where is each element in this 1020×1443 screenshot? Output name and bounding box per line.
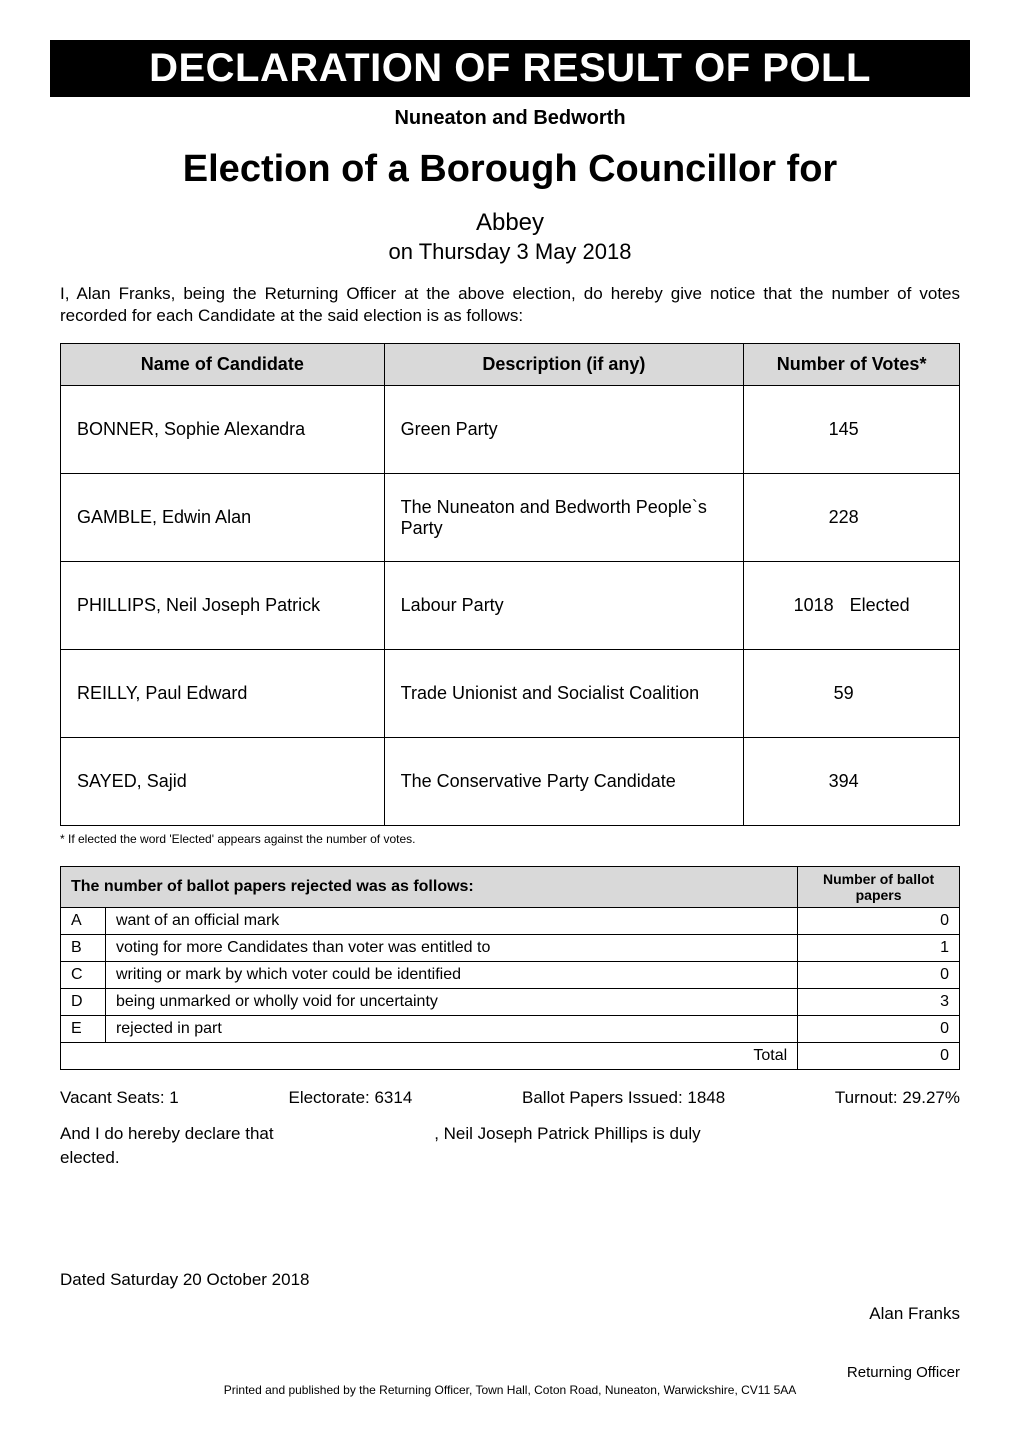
candidate-name: PHILLIPS, Neil Joseph Patrick [61,562,385,650]
vacant-seats: Vacant Seats: 1 [60,1088,179,1108]
officer-name: Alan Franks [60,1304,960,1324]
table-row: A want of an official mark 0 [61,908,960,935]
elected-marker: Elected [850,595,910,616]
declare-prefix: And I do hereby declare that [60,1124,274,1143]
vote-number: 394 [829,771,859,792]
col-description: Description (if any) [384,344,744,386]
candidate-votes: 1018 Elected [744,562,960,650]
reject-letter: C [61,962,106,989]
election-heading: Election of a Borough Councillor for [60,148,960,191]
banner-title: DECLARATION OF RESULT OF POLL [70,46,950,91]
candidate-description: Trade Unionist and Socialist Coalition [384,650,744,738]
col-desc-text: Description (if any) [482,354,645,374]
region-name: Nuneaton and Bedworth [60,107,960,130]
candidate-name: SAYED, Sajid [61,738,385,826]
table-header-row: Name of Candidate Description (if any) N… [61,344,960,386]
table-row: REILLY, Paul Edward Trade Unionist and S… [61,650,960,738]
rejected-count-heading: Number of ballot papers [798,867,960,908]
table-row: D being unmarked or wholly void for unce… [61,989,960,1016]
reject-letter: E [61,1016,106,1043]
reject-count: 0 [798,962,960,989]
title-banner: DECLARATION OF RESULT OF POLL [50,40,970,97]
elected-footnote: * If elected the word 'Elected' appears … [60,832,960,846]
candidate-votes: 228 [744,474,960,562]
table-row: E rejected in part 0 [61,1016,960,1043]
ward-name: Abbey [60,209,960,237]
total-row: Total 0 [61,1043,960,1070]
footer: Returning Officer Printed and published … [60,1364,960,1397]
candidate-votes: 145 [744,386,960,474]
election-date: on Thursday 3 May 2018 [60,239,960,265]
col-name: Name of Candidate [61,344,385,386]
vote-number: 145 [829,419,859,440]
col-name-text: Name of Candidate [141,354,304,374]
candidates-table: Name of Candidate Description (if any) N… [60,343,960,826]
intro-paragraph: I, Alan Franks, being the Returning Offi… [60,283,960,327]
reject-count: 1 [798,935,960,962]
reject-letter: A [61,908,106,935]
vote-number: 228 [829,507,859,528]
declaration-text: And I do hereby declare that , Neil Jose… [60,1122,960,1170]
candidate-name: REILLY, Paul Edward [61,650,385,738]
ballot-papers-issued: Ballot Papers Issued: 1848 [522,1088,725,1108]
candidate-name: BONNER, Sophie Alexandra [61,386,385,474]
col-votes: Number of Votes* [744,344,960,386]
table-row: BONNER, Sophie Alexandra Green Party 145 [61,386,960,474]
rejected-table: The number of ballot papers rejected was… [60,866,960,1070]
reject-reason: rejected in part [105,1016,797,1043]
candidate-description: The Nuneaton and Bedworth People`s Party [384,474,744,562]
reject-reason: want of an official mark [105,908,797,935]
reject-reason: voting for more Candidates than voter wa… [105,935,797,962]
reject-reason: being unmarked or wholly void for uncert… [105,989,797,1016]
print-line: Printed and published by the Returning O… [60,1383,960,1397]
col-votes-text: Number of Votes* [777,354,927,374]
returning-officer-label: Returning Officer [60,1364,960,1381]
candidate-name: GAMBLE, Edwin Alan [61,474,385,562]
table-row: C writing or mark by which voter could b… [61,962,960,989]
total-label: Total [61,1043,798,1070]
rejected-heading: The number of ballot papers rejected was… [61,867,798,908]
reject-count: 3 [798,989,960,1016]
declare-suffix: elected. [60,1148,120,1167]
candidate-votes: 59 [744,650,960,738]
candidate-description: Green Party [384,386,744,474]
declare-winner: , Neil Joseph Patrick Phillips is duly [434,1124,700,1143]
dated-line: Dated Saturday 20 October 2018 [60,1270,960,1290]
table-row: PHILLIPS, Neil Joseph Patrick Labour Par… [61,562,960,650]
candidate-description: The Conservative Party Candidate [384,738,744,826]
summary-row: Vacant Seats: 1 Electorate: 6314 Ballot … [60,1088,960,1108]
reject-count: 0 [798,908,960,935]
table-row: B voting for more Candidates than voter … [61,935,960,962]
reject-letter: D [61,989,106,1016]
electorate: Electorate: 6314 [288,1088,412,1108]
candidate-votes: 394 [744,738,960,826]
total-value: 0 [798,1043,960,1070]
vote-number: 1018 [794,595,834,616]
reject-count: 0 [798,1016,960,1043]
reject-reason: writing or mark by which voter could be … [105,962,797,989]
vote-number: 59 [834,683,854,704]
table-row: SAYED, Sajid The Conservative Party Cand… [61,738,960,826]
reject-letter: B [61,935,106,962]
turnout: Turnout: 29.27% [835,1088,960,1108]
rejected-header-row: The number of ballot papers rejected was… [61,867,960,908]
table-row: GAMBLE, Edwin Alan The Nuneaton and Bedw… [61,474,960,562]
candidate-description: Labour Party [384,562,744,650]
